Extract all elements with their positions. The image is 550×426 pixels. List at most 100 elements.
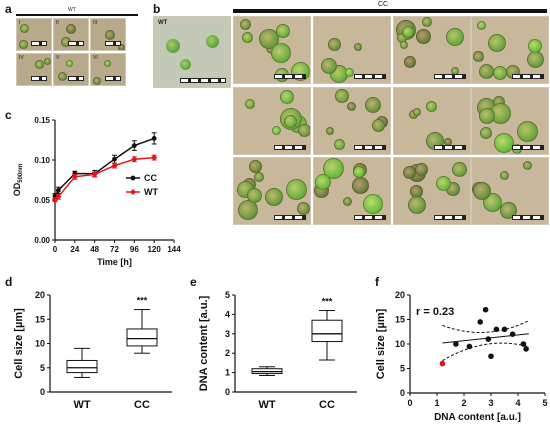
x-tick-label: 96 (130, 245, 139, 254)
cell (247, 188, 263, 204)
data-point (151, 136, 157, 141)
x-category-label: CC (319, 399, 335, 411)
cell (284, 115, 298, 129)
y-axis-label: Cell size [µm] (375, 308, 387, 379)
tile-label: V (56, 55, 60, 61)
cell (335, 89, 349, 103)
y-tick-label: 0 (400, 388, 405, 398)
cell (35, 60, 44, 69)
scale-bar (105, 76, 121, 81)
cell (527, 51, 545, 69)
panel-label-e: e (190, 275, 197, 289)
series-line-CC (54, 137, 155, 197)
cell (328, 38, 341, 51)
x-category-label: WT (258, 399, 275, 411)
tile-label: VI (93, 55, 98, 61)
y-axis-label: DNA content [a.u.] (198, 295, 210, 391)
y-tick-label: 5 (40, 363, 45, 373)
cell (345, 68, 355, 78)
cell (323, 158, 345, 180)
x-tick-label: 2 (461, 398, 466, 408)
wt-cell (180, 59, 191, 70)
scale-bar (274, 145, 306, 150)
scale-bar (354, 145, 386, 150)
significance-marker: *** (322, 297, 333, 307)
cc-header: CC (378, 1, 389, 8)
data-point (52, 197, 58, 203)
box-CC (311, 319, 343, 343)
confidence-band-upper (442, 320, 530, 333)
tile-label: IV (19, 55, 24, 61)
scale-bar (512, 215, 544, 220)
x-tick-label: 48 (90, 245, 99, 254)
cc-micrograph (313, 87, 391, 155)
x-tick-label: 72 (110, 245, 119, 254)
cell (66, 60, 74, 68)
wt-cell (206, 35, 219, 48)
x-category-label: CC (134, 399, 150, 411)
y-tick-label: 4 (225, 309, 230, 319)
y-tick-label: 15 (35, 314, 45, 324)
cell (240, 19, 252, 31)
panel-a-tile: V (53, 53, 89, 86)
scale-bar (68, 76, 84, 81)
cell (343, 197, 353, 207)
confidence-band-lower (442, 342, 529, 362)
y-tick-label: 1 (225, 368, 230, 378)
data-point (55, 193, 62, 200)
cell (245, 99, 256, 110)
cell (66, 24, 76, 34)
cell (372, 119, 385, 132)
cell (20, 24, 29, 33)
y-axis-label: Cell size [µm] (13, 308, 25, 379)
cell (415, 163, 428, 176)
cell (105, 30, 116, 41)
tile-label: III (93, 20, 98, 26)
cell (297, 202, 310, 215)
legend-label: WT (144, 187, 158, 197)
scale-bar (274, 215, 306, 220)
cell (477, 21, 487, 31)
legend-marker (130, 175, 136, 181)
cc-micrograph (313, 157, 391, 225)
data-point (520, 341, 527, 347)
cell (286, 179, 307, 200)
box-WT (66, 359, 98, 374)
data-point (493, 326, 500, 333)
data-point (466, 343, 473, 350)
x-tick-label: 5 (542, 398, 547, 408)
cell (403, 166, 416, 179)
cell (347, 102, 357, 112)
cell (238, 200, 259, 221)
panel-label-b: b (153, 2, 161, 16)
dna-content-boxplot: 0 1 2 3 4 5 DNA content [a.u.] WT CC *** (198, 290, 357, 411)
cell (473, 182, 492, 201)
cell (422, 17, 432, 27)
legend-marker (130, 189, 136, 195)
cell (118, 44, 125, 50)
cell (272, 126, 282, 136)
panel-a-tile: IV (16, 53, 52, 86)
data-point (488, 353, 494, 360)
panel-b-cc-header-bar (233, 9, 547, 13)
cc-micrograph (393, 16, 471, 84)
data-point (131, 156, 138, 163)
cell-size-boxplot: 0 5 10 15 20 Cell size [µm] WT CC *** (13, 290, 172, 411)
cc-micrograph (233, 16, 311, 84)
cell (249, 160, 262, 173)
panel-a-tile: II (53, 18, 89, 51)
cell (280, 90, 295, 105)
scale-bar (105, 41, 121, 46)
wt-label: WT (158, 20, 168, 26)
data-point (509, 331, 516, 337)
cell (452, 162, 468, 178)
x-tick-label: 0 (407, 398, 412, 408)
cell (408, 196, 427, 215)
cc-micrograph (393, 87, 471, 155)
cell (93, 77, 102, 85)
panel-a-header: WT (68, 7, 76, 13)
data-point (131, 143, 137, 148)
cell (352, 177, 369, 194)
cell (58, 72, 68, 82)
cell (446, 28, 464, 46)
